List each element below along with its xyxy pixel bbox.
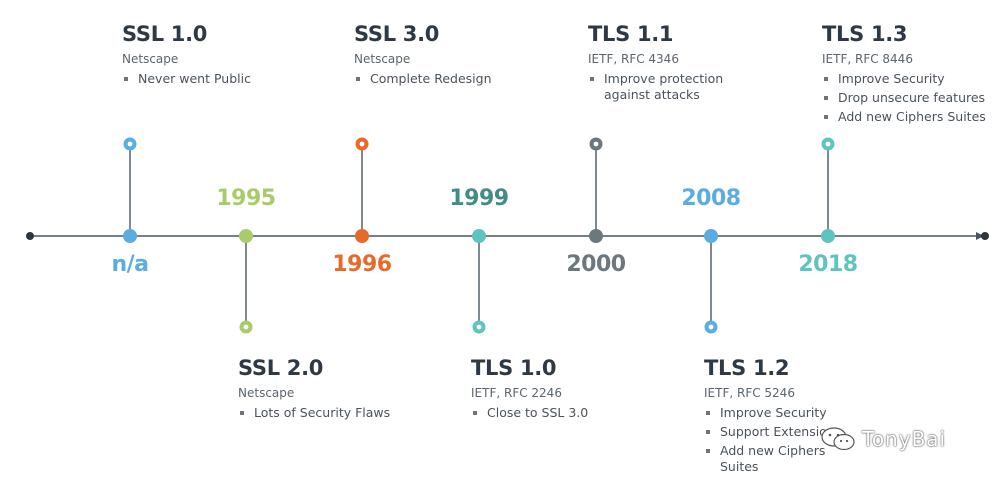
version-feature: Support Extensions (704, 424, 864, 440)
timeline-endpoint-center (476, 324, 482, 330)
version-org: Netscape (238, 386, 295, 400)
version-tls-1-1: TLS 1.1 IETF, RFC 4346 Improve protectio… (588, 22, 758, 106)
version-tls-1-3: TLS 1.3 IETF, RFC 8446 Improve Security … (822, 22, 997, 128)
wechat-icon (821, 427, 855, 451)
timeline-endpoint-center (825, 141, 831, 147)
version-org: Netscape (354, 52, 411, 66)
version-org: IETF, RFC 2246 (471, 386, 562, 400)
version-feature: Improve protection against attacks (588, 71, 758, 103)
timeline-node (239, 229, 253, 243)
version-org: IETF, RFC 5246 (704, 386, 795, 400)
version-feature: Improve Security (704, 405, 864, 421)
version-org: IETF, RFC 8446 (822, 52, 913, 66)
version-title: TLS 1.3 (822, 22, 908, 46)
timeline-node (589, 229, 603, 243)
version-tls-1-2: TLS 1.2 IETF, RFC 5246 Improve Security … (704, 356, 864, 478)
timeline-node (821, 229, 835, 243)
timeline-endpoint-center (359, 141, 365, 147)
timeline-year-label: 1995 (216, 186, 276, 211)
timeline-endpoint-center (708, 324, 714, 330)
timeline-year-label: n/a (111, 252, 149, 277)
version-feature: Never went Public (122, 71, 322, 87)
version-ssl-1-0: SSL 1.0 Netscape Never went Public (122, 22, 322, 90)
version-feature: Close to SSL 3.0 (471, 405, 671, 421)
version-title: TLS 1.0 (471, 356, 557, 380)
version-feature: Complete Redesign (354, 71, 554, 87)
version-ssl-2-0: SSL 2.0 Netscape Lots of Security Flaws (238, 356, 438, 424)
version-title: TLS 1.1 (588, 22, 674, 46)
version-title: SSL 2.0 (238, 356, 324, 380)
version-org: IETF, RFC 4346 (588, 52, 679, 66)
version-title: TLS 1.2 (704, 356, 790, 380)
timeline-arrowhead (976, 232, 984, 240)
timeline-endpoint-center (243, 324, 249, 330)
timeline-year-label: 2000 (566, 252, 626, 277)
version-title: SSL 1.0 (122, 22, 208, 46)
timeline-end-dot (981, 232, 989, 240)
watermark-text: TonyBai (862, 427, 947, 451)
timeline-node (472, 229, 486, 243)
timeline-endpoint-center (593, 141, 599, 147)
timeline-endpoint-center (127, 141, 133, 147)
timeline-year-label: 1996 (332, 252, 392, 277)
timeline-node (123, 229, 137, 243)
version-title: SSL 3.0 (354, 22, 440, 46)
timeline-year-label: 1999 (449, 186, 509, 211)
version-feature: Add new Ciphers Suites (704, 443, 864, 475)
timeline-start-dot (26, 232, 34, 240)
timeline-node (704, 229, 718, 243)
version-feature: Drop unsecure features (822, 90, 997, 106)
version-org: Netscape (122, 52, 179, 66)
version-feature: Lots of Security Flaws (238, 405, 438, 421)
version-tls-1-0: TLS 1.0 IETF, RFC 2246 Close to SSL 3.0 (471, 356, 671, 424)
version-feature: Improve Security (822, 71, 997, 87)
watermark: TonyBai (820, 424, 990, 454)
timeline-year-label: 2018 (798, 252, 858, 277)
timeline-year-label: 2008 (681, 186, 741, 211)
version-feature: Add new Ciphers Suites (822, 109, 997, 125)
version-ssl-3-0: SSL 3.0 Netscape Complete Redesign (354, 22, 554, 90)
timeline-node (355, 229, 369, 243)
